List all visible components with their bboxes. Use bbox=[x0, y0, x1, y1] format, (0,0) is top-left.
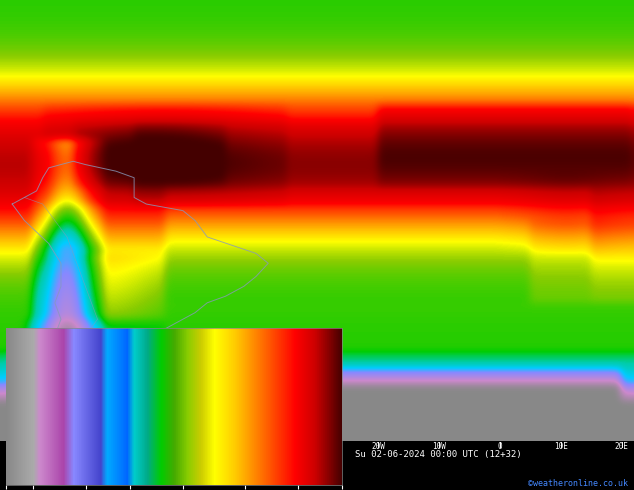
Text: 20E: 20E bbox=[615, 442, 629, 451]
Text: 30W: 30W bbox=[310, 442, 324, 451]
Text: 0: 0 bbox=[498, 442, 502, 451]
Text: 40W: 40W bbox=[249, 442, 263, 451]
Text: 20W: 20W bbox=[371, 442, 385, 451]
Text: 50W: 50W bbox=[188, 442, 202, 451]
Text: 70W: 70W bbox=[66, 442, 80, 451]
Text: 60W: 60W bbox=[127, 442, 141, 451]
Text: Su 02-06-2024 00:00 UTC (12+32): Su 02-06-2024 00:00 UTC (12+32) bbox=[355, 450, 522, 459]
Text: 10W: 10W bbox=[432, 442, 446, 451]
Text: Temperature (2m) [°C] ECMWF: Temperature (2m) [°C] ECMWF bbox=[6, 450, 152, 459]
Text: 80W: 80W bbox=[5, 442, 19, 451]
Text: 10E: 10E bbox=[554, 442, 568, 451]
Text: ©weatheronline.co.uk: ©weatheronline.co.uk bbox=[527, 479, 628, 488]
